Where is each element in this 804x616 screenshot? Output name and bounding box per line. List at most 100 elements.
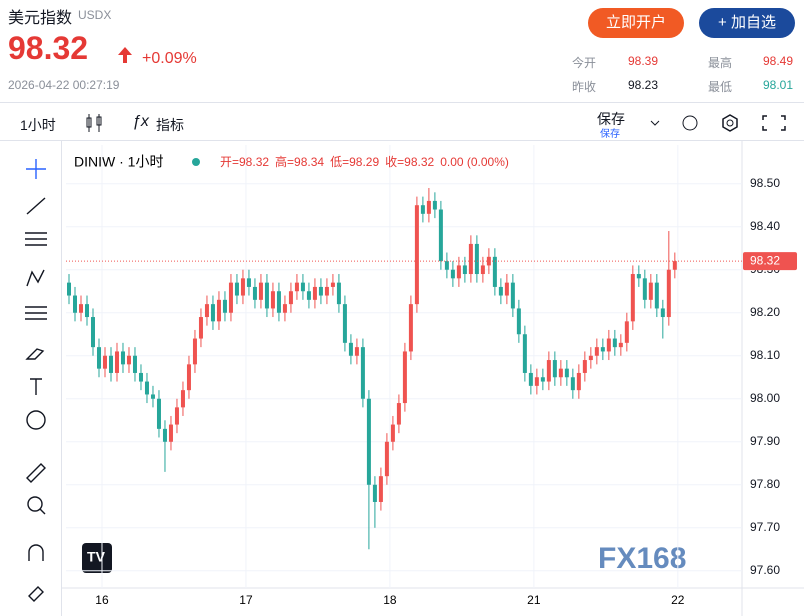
candle-body — [432, 200, 437, 210]
candle-body — [528, 372, 533, 386]
candle-body — [456, 265, 461, 279]
candle-body — [510, 282, 515, 309]
candle-body — [642, 278, 647, 300]
candle-body — [360, 347, 365, 399]
save-sub: 保存 — [600, 129, 620, 140]
candle-body — [210, 304, 215, 322]
candle-body — [246, 278, 251, 287]
candle-body — [114, 351, 119, 373]
y-tick-label: 98.50 — [750, 176, 780, 190]
candle-body — [252, 286, 257, 300]
watermark: FX168 — [598, 542, 686, 575]
y-tick-label: 97.90 — [750, 434, 780, 448]
stat-value: 98.01 — [763, 78, 794, 92]
candle-body — [270, 291, 275, 309]
candle-body — [558, 368, 563, 378]
candle-body — [468, 243, 473, 275]
candle-body — [180, 390, 185, 408]
last-price-tag — [743, 252, 797, 271]
candle-body — [156, 398, 161, 429]
candle-body — [390, 424, 395, 442]
candle-body — [636, 274, 641, 279]
candle-body — [588, 355, 593, 361]
open-account-button[interactable]: 立即开户 — [588, 8, 684, 38]
y-tick-label: 98.00 — [750, 391, 780, 405]
fx-icon: ƒx — [132, 113, 149, 130]
candle-body — [228, 282, 233, 313]
candle-body — [450, 269, 455, 279]
candle-body — [324, 286, 329, 296]
candle-body — [312, 286, 317, 300]
candle-body — [282, 304, 287, 313]
candle-body — [618, 342, 623, 348]
candle-body — [144, 381, 149, 395]
stat-value: 98.23 — [628, 78, 659, 92]
candle-body — [666, 269, 671, 318]
divider — [61, 141, 62, 616]
candle-body — [66, 282, 71, 296]
tv-logo — [82, 543, 112, 573]
candle-body — [540, 377, 545, 382]
candle-body — [216, 299, 221, 322]
candle-body — [306, 291, 311, 300]
status-dot — [192, 158, 200, 166]
symbol: DINIW · 1小时 — [74, 154, 163, 170]
candle-body — [492, 256, 497, 287]
y-tick-label: 97.70 — [750, 520, 780, 534]
candle-body — [486, 256, 491, 266]
last-price-label: 98.32 — [750, 253, 780, 267]
ohlc-legend: 0.00 (0.00%) — [440, 155, 509, 169]
watch-button[interactable]: + 加自选 — [699, 8, 795, 38]
candle-body — [516, 308, 521, 335]
candle-body — [96, 347, 101, 369]
candle-body — [420, 205, 425, 214]
candle-body — [552, 360, 557, 378]
candle-body — [348, 342, 353, 356]
candle-body — [204, 304, 209, 318]
candle-body — [414, 205, 419, 305]
candle-body — [498, 286, 503, 296]
candle-body — [474, 243, 479, 275]
candle-body — [438, 209, 443, 262]
stat-value: 98.39 — [628, 54, 659, 68]
candle-body — [132, 355, 137, 373]
candle-body — [336, 282, 341, 305]
candle-body — [78, 304, 83, 313]
ohlc-legend: 高=98.34 — [275, 154, 324, 169]
candle-body — [120, 351, 125, 365]
candle-body — [150, 394, 155, 399]
toolbar-icons — [650, 114, 786, 132]
candle-body — [504, 282, 509, 296]
divider — [0, 140, 804, 141]
x-tick-label: 21 — [527, 593, 541, 607]
tv-logo-text: TV — [87, 549, 106, 565]
candle-body — [198, 317, 203, 339]
candle-body — [234, 282, 239, 296]
candle-icon[interactable] — [84, 112, 104, 134]
candle-body — [624, 321, 629, 343]
candle-body — [288, 291, 293, 305]
candle-body — [108, 355, 113, 373]
candle-body — [72, 295, 77, 313]
candle-body — [534, 377, 539, 386]
x-tick-label: 22 — [671, 593, 685, 607]
candle-body — [546, 360, 551, 382]
indicators-button[interactable]: 指标 — [156, 117, 184, 133]
candle-body — [372, 484, 377, 502]
candle-body — [330, 282, 335, 287]
candle-body — [462, 265, 467, 275]
stat-value: 98.49 — [763, 54, 794, 68]
candle-body — [660, 308, 665, 318]
save-button[interactable]: 保存 — [597, 111, 625, 127]
candle-body — [606, 338, 611, 352]
candle-body — [138, 372, 143, 382]
candle-body — [594, 347, 599, 356]
candle-body — [612, 338, 617, 348]
candle-body — [222, 299, 227, 313]
drawing-toolbar — [25, 159, 47, 602]
candle-body — [300, 282, 305, 292]
ohlc-legend: 开=98.32 — [220, 155, 269, 169]
interval-button[interactable]: 1小时 — [20, 117, 56, 133]
